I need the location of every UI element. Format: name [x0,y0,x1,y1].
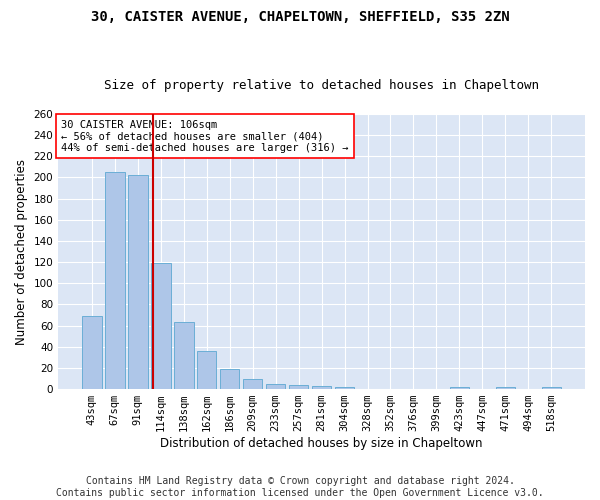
Bar [312,386,331,389]
Bar [449,387,469,389]
Bar [243,378,262,389]
Text: 30 CAISTER AVENUE: 106sqm
← 56% of detached houses are smaller (404)
44% of semi: 30 CAISTER AVENUE: 106sqm ← 56% of detac… [61,120,349,152]
Bar [128,176,148,389]
Text: 30, CAISTER AVENUE, CHAPELTOWN, SHEFFIELD, S35 2ZN: 30, CAISTER AVENUE, CHAPELTOWN, SHEFFIEL… [91,10,509,24]
Y-axis label: Number of detached properties: Number of detached properties [15,158,28,344]
Bar [496,387,515,389]
Bar [105,172,125,389]
Bar [335,387,355,389]
Bar [220,369,239,389]
X-axis label: Distribution of detached houses by size in Chapeltown: Distribution of detached houses by size … [160,437,483,450]
Bar [174,322,194,389]
Bar [82,316,101,389]
Bar [289,385,308,389]
Text: Contains HM Land Registry data © Crown copyright and database right 2024.
Contai: Contains HM Land Registry data © Crown c… [56,476,544,498]
Bar [197,351,217,389]
Bar [542,387,561,389]
Bar [266,384,286,389]
Title: Size of property relative to detached houses in Chapeltown: Size of property relative to detached ho… [104,79,539,92]
Bar [151,263,170,389]
